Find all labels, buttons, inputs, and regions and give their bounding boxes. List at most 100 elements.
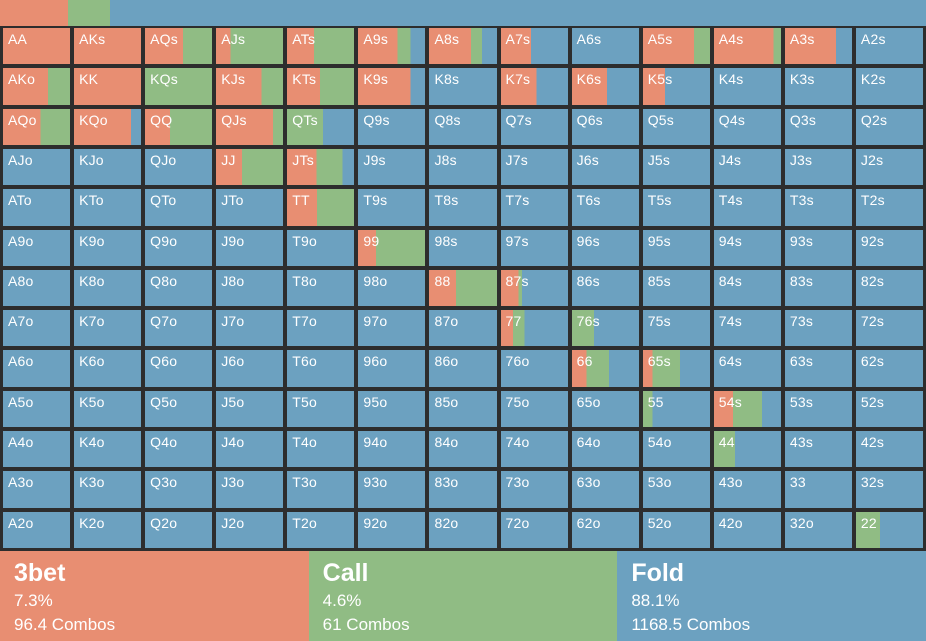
hand-cell-A7s[interactable]: A7s [500, 28, 568, 65]
hand-cell-53s[interactable]: 53s [784, 390, 852, 428]
hand-cell-62o[interactable]: 62o [571, 511, 639, 548]
hand-cell-K7o[interactable]: K7o [74, 310, 142, 347]
hand-cell-ATs[interactable]: ATs [287, 28, 355, 65]
hand-cell-98o[interactable]: 98o [358, 269, 426, 307]
hand-cell-T8s[interactable]: T8s [429, 189, 497, 226]
hand-cell-K4s[interactable]: K4s [713, 68, 781, 105]
hand-cell-84o[interactable]: 84o [429, 431, 497, 468]
hand-cell-K5s[interactable]: K5s [642, 68, 710, 105]
hand-cell-J6o[interactable]: J6o [216, 350, 284, 387]
hand-cell-KTo[interactable]: KTo [74, 189, 142, 226]
hand-cell-82s[interactable]: 82s [855, 269, 923, 307]
hand-cell-K2s[interactable]: K2s [855, 68, 923, 105]
hand-cell-A2s[interactable]: A2s [855, 28, 923, 65]
hand-cell-55[interactable]: 55 [642, 390, 710, 428]
hand-cell-92s[interactable]: 92s [855, 229, 923, 266]
hand-cell-Q4o[interactable]: Q4o [145, 431, 213, 468]
hand-cell-Q3o[interactable]: Q3o [145, 471, 213, 508]
hand-cell-T3s[interactable]: T3s [784, 189, 852, 226]
hand-cell-72s[interactable]: 72s [855, 310, 923, 347]
hand-cell-Q9o[interactable]: Q9o [145, 229, 213, 266]
hand-cell-J3o[interactable]: J3o [216, 471, 284, 508]
hand-cell-T3o[interactable]: T3o [287, 471, 355, 508]
hand-cell-KQo[interactable]: KQo [74, 108, 142, 145]
hand-cell-AQo[interactable]: AQo [3, 108, 71, 145]
hand-cell-A4o[interactable]: A4o [3, 431, 71, 468]
hand-cell-94o[interactable]: 94o [358, 431, 426, 468]
hand-cell-A5s[interactable]: A5s [642, 28, 710, 65]
hand-cell-75s[interactable]: 75s [642, 310, 710, 347]
hand-cell-92o[interactable]: 92o [358, 511, 426, 548]
hand-cell-74o[interactable]: 74o [500, 431, 568, 468]
hand-cell-T7o[interactable]: T7o [287, 310, 355, 347]
hand-cell-93s[interactable]: 93s [784, 229, 852, 266]
hand-cell-T2o[interactable]: T2o [287, 511, 355, 548]
hand-cell-T6s[interactable]: T6s [571, 189, 639, 226]
hand-cell-T4s[interactable]: T4s [713, 189, 781, 226]
hand-cell-85s[interactable]: 85s [642, 269, 710, 307]
hand-cell-62s[interactable]: 62s [855, 350, 923, 387]
hand-cell-K8o[interactable]: K8o [74, 269, 142, 307]
hand-cell-K9o[interactable]: K9o [74, 229, 142, 266]
hand-cell-J7o[interactable]: J7o [216, 310, 284, 347]
hand-cell-A3s[interactable]: A3s [784, 28, 852, 65]
hand-cell-85o[interactable]: 85o [429, 390, 497, 428]
hand-cell-95s[interactable]: 95s [642, 229, 710, 266]
hand-cell-66[interactable]: 66 [571, 350, 639, 387]
hand-cell-54o[interactable]: 54o [642, 431, 710, 468]
legend-fold[interactable]: Fold 88.1% 1168.5 Combos [617, 551, 926, 641]
hand-cell-J9s[interactable]: J9s [358, 148, 426, 186]
hand-cell-64s[interactable]: 64s [713, 350, 781, 387]
hand-cell-95o[interactable]: 95o [358, 390, 426, 428]
hand-cell-96s[interactable]: 96s [571, 229, 639, 266]
hand-cell-K6s[interactable]: K6s [571, 68, 639, 105]
hand-cell-Q6o[interactable]: Q6o [145, 350, 213, 387]
hand-cell-AJo[interactable]: AJo [3, 148, 71, 186]
hand-cell-43s[interactable]: 43s [784, 431, 852, 468]
hand-cell-KJo[interactable]: KJo [74, 148, 142, 186]
hand-cell-83o[interactable]: 83o [429, 471, 497, 508]
hand-cell-76s[interactable]: 76s [571, 310, 639, 347]
hand-cell-Q5o[interactable]: Q5o [145, 390, 213, 428]
hand-cell-A6s[interactable]: A6s [571, 28, 639, 65]
hand-cell-KJs[interactable]: KJs [216, 68, 284, 105]
hand-cell-87o[interactable]: 87o [429, 310, 497, 347]
hand-cell-K3o[interactable]: K3o [74, 471, 142, 508]
hand-cell-J5s[interactable]: J5s [642, 148, 710, 186]
hand-cell-K7s[interactable]: K7s [500, 68, 568, 105]
hand-cell-J7s[interactable]: J7s [500, 148, 568, 186]
hand-cell-ATo[interactable]: ATo [3, 189, 71, 226]
hand-cell-54s[interactable]: 54s [713, 390, 781, 428]
hand-cell-J5o[interactable]: J5o [216, 390, 284, 428]
hand-cell-A5o[interactable]: A5o [3, 390, 71, 428]
hand-cell-94s[interactable]: 94s [713, 229, 781, 266]
hand-cell-75o[interactable]: 75o [500, 390, 568, 428]
hand-cell-JTo[interactable]: JTo [216, 189, 284, 226]
hand-cell-74s[interactable]: 74s [713, 310, 781, 347]
hand-cell-K2o[interactable]: K2o [74, 511, 142, 548]
hand-cell-KTs[interactable]: KTs [287, 68, 355, 105]
hand-cell-Q4s[interactable]: Q4s [713, 108, 781, 145]
hand-cell-98s[interactable]: 98s [429, 229, 497, 266]
hand-cell-K6o[interactable]: K6o [74, 350, 142, 387]
hand-cell-Q7s[interactable]: Q7s [500, 108, 568, 145]
hand-cell-AJs[interactable]: AJs [216, 28, 284, 65]
hand-cell-Q6s[interactable]: Q6s [571, 108, 639, 145]
hand-cell-A7o[interactable]: A7o [3, 310, 71, 347]
hand-cell-63s[interactable]: 63s [784, 350, 852, 387]
hand-cell-J2s[interactable]: J2s [855, 148, 923, 186]
hand-cell-52s[interactable]: 52s [855, 390, 923, 428]
hand-cell-TT[interactable]: TT [287, 189, 355, 226]
hand-cell-Q3s[interactable]: Q3s [784, 108, 852, 145]
hand-cell-A4s[interactable]: A4s [713, 28, 781, 65]
legend-3bet[interactable]: 3bet 7.3% 96.4 Combos [0, 551, 309, 641]
hand-cell-A6o[interactable]: A6o [3, 350, 71, 387]
hand-cell-A8o[interactable]: A8o [3, 269, 71, 307]
hand-cell-QTo[interactable]: QTo [145, 189, 213, 226]
legend-call[interactable]: Call 4.6% 61 Combos [308, 551, 618, 641]
hand-cell-Q8o[interactable]: Q8o [145, 269, 213, 307]
hand-cell-22[interactable]: 22 [855, 511, 923, 548]
hand-cell-T5o[interactable]: T5o [287, 390, 355, 428]
hand-cell-AA[interactable]: AA [3, 28, 71, 65]
hand-cell-A2o[interactable]: A2o [3, 511, 71, 548]
